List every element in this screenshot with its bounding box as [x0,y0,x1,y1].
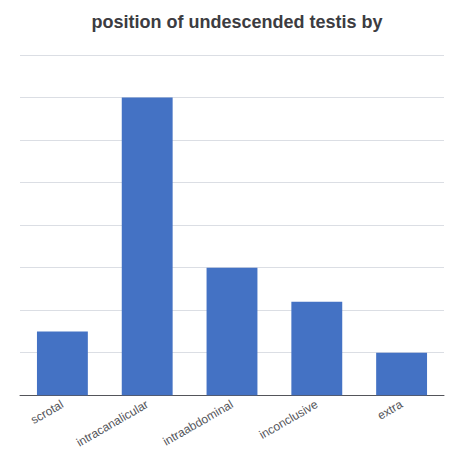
svg-text:position of undescended testis: position of undescended testis by [91,12,382,32]
svg-text:extra: extra [375,397,405,423]
svg-text:scrotal: scrotal [28,397,66,427]
svg-text:intraabdominal: intraabdominal [160,397,235,448]
svg-text:intracanalicular: intracanalicular [74,397,151,449]
svg-text:inconclusive: inconclusive [257,397,321,442]
